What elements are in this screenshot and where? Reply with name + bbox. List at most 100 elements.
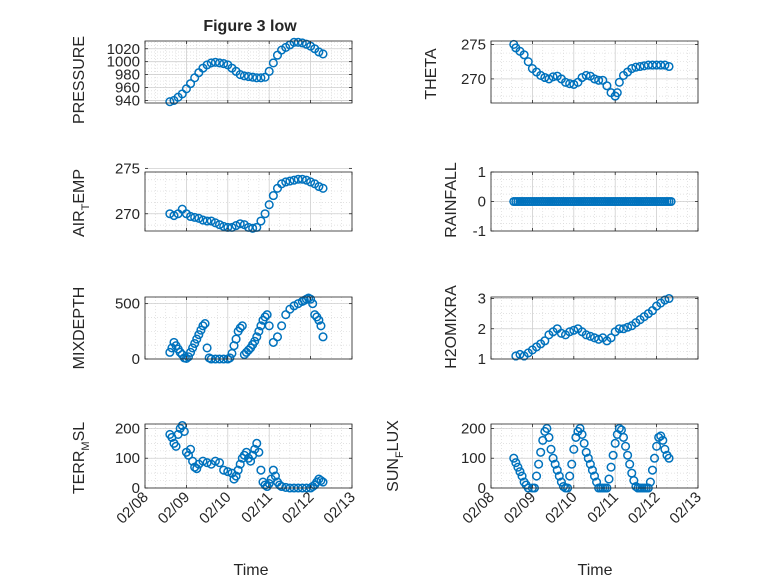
data-point <box>308 299 318 309</box>
data-point <box>318 49 328 59</box>
data-point <box>583 453 593 463</box>
data-point <box>552 465 562 475</box>
ytick-label: 2 <box>478 321 486 338</box>
data-point <box>262 310 272 320</box>
data-point <box>179 426 189 436</box>
data-point <box>169 211 179 221</box>
data-point <box>513 462 523 472</box>
data-point <box>272 332 283 342</box>
ylabel-sun-flux-main: SUN <box>385 458 402 492</box>
data-point <box>635 61 645 72</box>
data-point <box>623 322 633 332</box>
data-point <box>579 438 589 448</box>
data-point <box>268 465 278 475</box>
ylabel-sun-flux-tail: LUX <box>385 420 402 451</box>
axes-frame <box>490 296 699 360</box>
data-point <box>235 323 245 333</box>
data-point <box>231 221 241 231</box>
data-point <box>540 336 550 346</box>
data-point <box>664 453 674 463</box>
data-point <box>560 77 571 87</box>
data-point <box>185 347 196 357</box>
xtick-label: 02/09 <box>501 489 540 528</box>
data-point <box>243 71 254 82</box>
data-point <box>223 467 233 477</box>
ytick-label: 1020 <box>107 41 140 58</box>
data-point <box>301 175 312 185</box>
axes-frame <box>490 40 699 104</box>
data-point <box>548 453 558 463</box>
data-point <box>260 209 270 219</box>
data-point <box>614 324 624 334</box>
data-point <box>206 216 216 226</box>
data-point <box>264 321 274 331</box>
ytick-label: 3 <box>478 291 486 308</box>
ylabel-air-temp-tail: EMP <box>71 169 88 204</box>
data-point <box>183 450 194 460</box>
panel-1: 270 275 <box>461 36 699 104</box>
panel-3: -1 0 1 <box>473 164 699 240</box>
xtick-label: 02/13 <box>666 489 705 528</box>
ylabel-h2omixra: H2OMIXRA <box>443 285 460 369</box>
ytick-label: 500 <box>115 296 140 313</box>
data-point <box>658 435 668 445</box>
xtick-label: 02/13 <box>320 489 359 528</box>
data-point <box>629 476 639 486</box>
data-point <box>214 220 225 230</box>
data-point <box>248 223 258 233</box>
data-point <box>556 328 566 338</box>
data-point <box>558 481 569 492</box>
data-point <box>219 59 229 69</box>
data-point <box>318 183 328 193</box>
data-point <box>171 441 181 451</box>
data-point <box>268 191 278 201</box>
data-point <box>614 77 624 87</box>
xtick-label: 02/10 <box>196 489 235 528</box>
data-point <box>183 352 194 362</box>
axes-frame <box>144 423 353 489</box>
xtick-label: 02/10 <box>542 489 581 528</box>
data-point <box>254 447 264 457</box>
data-point <box>565 79 575 89</box>
data-point <box>652 441 662 451</box>
data-point <box>589 471 600 481</box>
ylabel-air-temp-main: AIR <box>71 210 88 237</box>
data-point <box>188 343 198 353</box>
ylabel-mixdepth: MIXDEPTH <box>71 287 88 370</box>
data-point <box>270 471 280 481</box>
data-point <box>214 58 225 68</box>
data-point <box>219 221 229 232</box>
data-point <box>581 70 591 80</box>
data-point <box>660 60 670 70</box>
data-point <box>645 477 655 487</box>
data-point <box>210 57 220 67</box>
data-point <box>297 174 307 184</box>
data-point <box>618 432 629 442</box>
ytick-label: 200 <box>461 420 486 437</box>
data-point <box>569 444 579 454</box>
axes-frame <box>144 296 353 360</box>
ytick-label: 0 <box>132 480 140 497</box>
xtick-label: 02/11 <box>584 489 622 527</box>
data-point <box>569 325 579 335</box>
data-point <box>534 459 544 469</box>
data-point <box>277 321 287 331</box>
data-point <box>536 447 546 457</box>
data-point <box>165 97 175 107</box>
ylabel-air-temp: AIRTEMP <box>71 169 92 237</box>
data-point <box>202 343 212 353</box>
data-point <box>235 219 245 229</box>
data-point <box>202 216 212 226</box>
data-point <box>631 62 641 72</box>
data-point <box>316 476 326 486</box>
data-point <box>165 347 175 357</box>
data-point <box>664 61 674 72</box>
ytick-label: 275 <box>461 36 486 53</box>
xtick-label: 02/12 <box>279 489 318 528</box>
ytick-label: 0 <box>478 194 486 211</box>
data-point <box>565 471 575 481</box>
data-point <box>587 465 597 475</box>
data-point <box>511 458 521 468</box>
